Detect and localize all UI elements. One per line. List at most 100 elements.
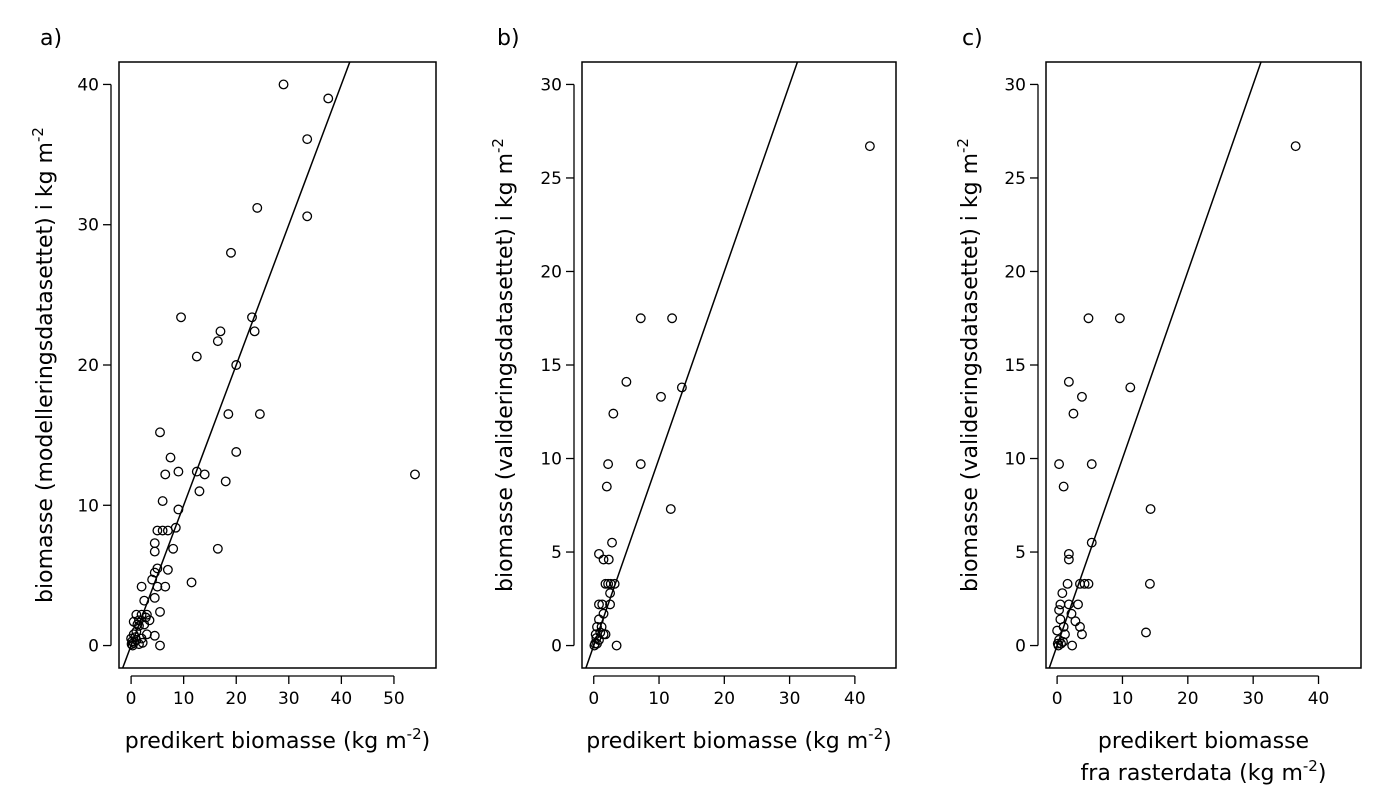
- point: [601, 481, 612, 492]
- x-tick-label: 30: [278, 689, 300, 709]
- y-tick-label: 30: [1004, 75, 1026, 95]
- y-tick-label: 40: [77, 75, 99, 95]
- x-tick-label: 10: [648, 689, 670, 709]
- y-tick-label: 0: [1015, 637, 1026, 657]
- point: [609, 578, 620, 589]
- point: [592, 638, 602, 649]
- panel-label: c): [962, 26, 983, 51]
- x-tick-label: 20: [1177, 689, 1199, 709]
- point: [168, 543, 179, 554]
- x-axis-title: fra rasterdata (kg m-2): [1081, 757, 1327, 786]
- point: [1058, 481, 1069, 492]
- point: [226, 247, 236, 258]
- y-tick-label: 0: [551, 637, 562, 657]
- panel: a) 0 10 20 30 40 50 0 10 20 30 40 predikert biomasse…: [29, 26, 437, 754]
- x-tick-label: 0: [126, 689, 137, 709]
- point: [302, 134, 313, 145]
- point: [134, 620, 144, 631]
- point: [136, 581, 147, 592]
- x-axis-title: predikert biomasse (kg m-2): [586, 725, 891, 754]
- point: [173, 466, 184, 477]
- point: [1086, 459, 1097, 470]
- superscript: -2: [954, 138, 972, 153]
- point: [605, 599, 616, 610]
- point: [1067, 640, 1078, 651]
- y-tick-label: 5: [551, 543, 562, 563]
- point: [1063, 376, 1074, 387]
- point: [1083, 578, 1094, 589]
- point: [596, 621, 607, 632]
- point: [147, 574, 158, 585]
- point: [1063, 554, 1074, 565]
- point: [1054, 605, 1065, 615]
- point: [607, 537, 617, 548]
- point: [594, 599, 604, 610]
- point: [595, 627, 606, 638]
- y-tick-label: 10: [540, 450, 562, 470]
- x-axis-title: predikert biomasse: [1098, 729, 1309, 754]
- point: [149, 567, 160, 578]
- point: [667, 313, 678, 324]
- point: [131, 609, 142, 620]
- y-axis-title: biomasse (modelleringsdatasettet) i kg m…: [29, 127, 58, 603]
- point: [635, 313, 646, 324]
- point: [603, 578, 614, 589]
- reference-line: [585, 62, 799, 668]
- point: [140, 612, 151, 623]
- point: [1056, 638, 1066, 649]
- point: [597, 599, 608, 610]
- superscript: -2: [407, 725, 422, 743]
- point: [1052, 625, 1063, 636]
- y-tick-label: 30: [77, 216, 99, 236]
- point: [165, 452, 176, 463]
- point: [252, 202, 263, 213]
- point: [223, 409, 234, 420]
- x-tick-label: 0: [1052, 689, 1063, 709]
- point: [130, 632, 141, 643]
- point: [278, 79, 289, 90]
- point: [139, 595, 150, 606]
- x-tick-label: 20: [225, 689, 247, 709]
- point: [1114, 313, 1125, 324]
- y-tick-label: 25: [540, 169, 562, 189]
- x-tick-label: 40: [331, 689, 353, 709]
- point: [126, 633, 137, 644]
- x-tick-label: 40: [844, 689, 866, 709]
- superscript: -2: [1303, 757, 1318, 775]
- point: [149, 538, 160, 549]
- point: [247, 312, 257, 323]
- y-axis-title: biomasse (valideringsdatasettet) i kg m-…: [489, 138, 518, 592]
- point: [1068, 408, 1079, 419]
- superscript: -2: [29, 127, 47, 142]
- point: [1062, 578, 1073, 589]
- y-tick-label: 5: [1015, 543, 1026, 563]
- point: [676, 382, 687, 393]
- point: [1055, 599, 1066, 610]
- point: [1060, 629, 1070, 640]
- point: [137, 637, 148, 648]
- y-tick-label: 20: [77, 356, 99, 376]
- point: [598, 554, 609, 565]
- x-tick-label: 20: [713, 689, 735, 709]
- x-tick-label: 10: [173, 689, 195, 709]
- y-tick-label: 30: [540, 75, 562, 95]
- point: [220, 476, 231, 487]
- y-tick-label: 10: [1004, 450, 1026, 470]
- point: [608, 408, 619, 419]
- point: [1073, 599, 1083, 610]
- point: [191, 351, 202, 362]
- point: [1076, 629, 1087, 640]
- point: [1070, 616, 1081, 627]
- y-tick-label: 25: [1004, 169, 1026, 189]
- label-part: predikert biomasse: [1098, 729, 1309, 754]
- point: [149, 630, 160, 641]
- superscript: -2: [868, 725, 883, 743]
- point: [1125, 382, 1136, 393]
- x-tick-label: 0: [588, 689, 599, 709]
- point: [1145, 504, 1156, 514]
- point: [605, 588, 616, 599]
- point: [590, 629, 601, 640]
- point: [621, 376, 632, 387]
- label-part: biomasse (valideringsdatasettet) i kg m: [958, 153, 983, 592]
- point: [212, 543, 223, 554]
